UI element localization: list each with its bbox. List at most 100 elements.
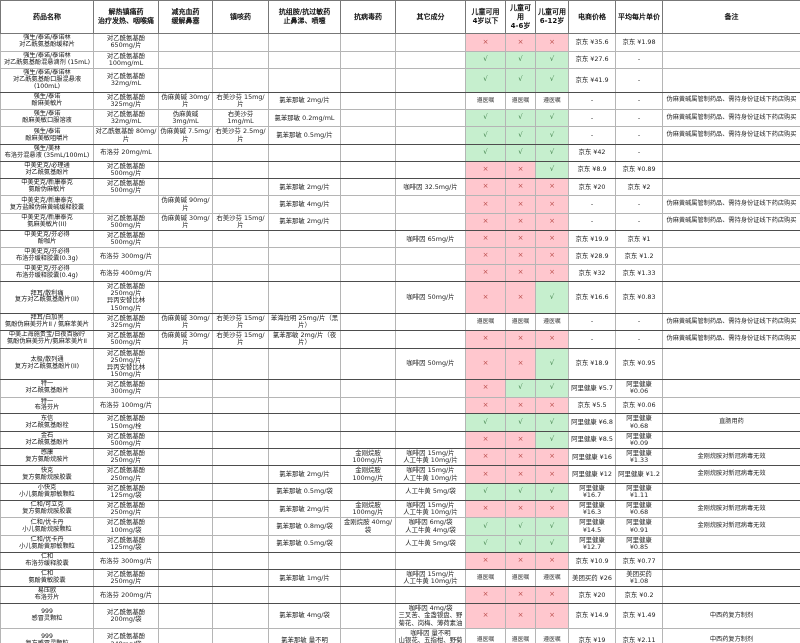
- cell-decongestant[interactable]: [158, 413, 213, 432]
- cell-decongestant[interactable]: 伪麻黄碱 30mg/片: [158, 330, 213, 349]
- cell-note[interactable]: [662, 430, 800, 450]
- cell-price[interactable]: 阿里健康 ¥5.7: [568, 379, 616, 398]
- cell-name[interactable]: 感康 复方氨酚烷胺片: [0, 448, 94, 467]
- cell-age612[interactable]: 遵医嘱: [535, 627, 569, 643]
- cell-others[interactable]: 咖啡因 15mg/片 人工牛黄 10mg/片: [395, 500, 466, 519]
- cell-note[interactable]: [662, 396, 800, 415]
- cell-others[interactable]: 咖啡因 50mg/片: [395, 281, 466, 314]
- cell-price[interactable]: -: [568, 109, 616, 128]
- cell-unit[interactable]: 京东 ¥0.89: [615, 160, 663, 180]
- cell-note[interactable]: [662, 552, 800, 571]
- cell-unit[interactable]: 京东 ¥1.49: [615, 603, 663, 629]
- cell-unit[interactable]: -: [615, 109, 663, 128]
- cell-decongestant[interactable]: [158, 534, 213, 554]
- cell-note[interactable]: [662, 482, 800, 502]
- cell-note[interactable]: 金刚烷胺对新冠病毒无效: [662, 517, 800, 536]
- cell-age46[interactable]: 遵医嘱: [505, 627, 536, 643]
- cell-name[interactable]: 拜耳/散利痛 复方对乙酰氨基酚片(II): [0, 281, 94, 314]
- cell-others[interactable]: 咖啡因 4mg/袋 三叉苦、金盏银盘、野菊花、岗梅、薄荷素油: [395, 603, 466, 629]
- cell-others[interactable]: 咖啡因 15mg/片 人工牛黄 10mg/片: [395, 569, 466, 588]
- cell-antitussive[interactable]: [212, 448, 269, 467]
- cell-antipyretic[interactable]: 对乙酰氨基酚 100mg/袋: [93, 517, 159, 536]
- cell-price[interactable]: 阿里健康 ¥12.7: [568, 534, 616, 554]
- cell-note[interactable]: 伪麻黄碱属管制药品、需持身份证线下药店购买: [662, 312, 800, 332]
- cell-under4[interactable]: ×: [465, 230, 506, 249]
- cell-antipyretic[interactable]: 对乙酰氨基酚 500mg/片: [93, 330, 159, 349]
- cell-unit[interactable]: 阿里健康 ¥0.85: [615, 534, 663, 554]
- cell-name[interactable]: 仁和/优卡丹 小儿氨酚烷胺颗粒: [0, 517, 94, 536]
- cell-antihistamine[interactable]: 氯苯那敏 0.5mg/片: [268, 126, 341, 145]
- cell-note[interactable]: [662, 586, 800, 605]
- cell-antitussive[interactable]: [212, 396, 269, 415]
- cell-others[interactable]: [395, 552, 466, 571]
- cell-antitussive[interactable]: [212, 379, 269, 398]
- cell-age46[interactable]: ×: [505, 195, 536, 214]
- cell-antiviral[interactable]: 金刚烷胺 100mg/片: [340, 448, 396, 467]
- cell-age46[interactable]: ×: [505, 448, 536, 467]
- cell-note[interactable]: 伪麻黄碱属管制药品、需持身份证线下药店购买: [662, 91, 800, 111]
- cell-note[interactable]: 直肠用药: [662, 413, 800, 432]
- cell-antitussive[interactable]: 右美沙芬 15mg/片: [212, 312, 269, 332]
- cell-unit[interactable]: -: [615, 91, 663, 111]
- cell-antitussive[interactable]: [212, 264, 269, 283]
- cell-under4[interactable]: ×: [465, 347, 506, 381]
- cell-unit[interactable]: -: [615, 312, 663, 332]
- cell-antitussive[interactable]: 右美沙芬 15mg/片: [212, 330, 269, 349]
- cell-age612[interactable]: √: [535, 534, 569, 554]
- cell-others[interactable]: [395, 586, 466, 605]
- cell-age46[interactable]: ×: [505, 330, 536, 349]
- cell-antihistamine[interactable]: 苯海拉明 25mg/片（黑片）: [268, 312, 341, 332]
- cell-antihistamine[interactable]: [268, 379, 341, 398]
- cell-age46[interactable]: √: [505, 109, 536, 128]
- cell-under4[interactable]: √: [465, 413, 506, 432]
- cell-antipyretic[interactable]: 对乙酰氨基酚 500mg/片: [93, 160, 159, 180]
- cell-others[interactable]: 咖啡因 量不明 山银花、五指柑、野菊花、三叉苦、岗梅: [395, 627, 466, 643]
- cell-under4[interactable]: ×: [465, 603, 506, 629]
- cell-antihistamine[interactable]: [268, 143, 341, 162]
- cell-unit[interactable]: 京东 ¥0.83: [615, 281, 663, 314]
- cell-age612[interactable]: √: [535, 347, 569, 381]
- cell-antipyretic[interactable]: 对乙酰氨基酚 500mg/片: [93, 230, 159, 249]
- cell-age46[interactable]: √: [505, 67, 536, 93]
- cell-age46[interactable]: ×: [505, 264, 536, 283]
- cell-name[interactable]: 中美史克/芬必得 布洛芬缓释胶囊(0.3g): [0, 247, 94, 266]
- cell-under4[interactable]: √: [465, 50, 506, 69]
- cell-note[interactable]: [662, 67, 800, 93]
- cell-antihistamine[interactable]: [268, 264, 341, 283]
- cell-note[interactable]: [662, 143, 800, 162]
- cell-under4[interactable]: ×: [465, 430, 506, 450]
- cell-antihistamine[interactable]: [268, 33, 341, 52]
- cell-unit[interactable]: 京东 ¥1: [615, 230, 663, 249]
- cell-antiviral[interactable]: 金刚烷胺 40mg/袋: [340, 517, 396, 536]
- cell-under4[interactable]: ×: [465, 195, 506, 214]
- cell-decongestant[interactable]: 伪麻黄碱 3mg/mL: [158, 109, 213, 128]
- cell-under4[interactable]: 遵医嘱: [465, 627, 506, 643]
- cell-name[interactable]: 999 感冒灵颗粒: [0, 603, 94, 629]
- cell-antihistamine[interactable]: [268, 230, 341, 249]
- cell-under4[interactable]: √: [465, 67, 506, 93]
- cell-antipyretic[interactable]: 对乙酰氨基酚 650mg/片: [93, 33, 159, 52]
- cell-price[interactable]: 京东 ¥16.6: [568, 281, 616, 314]
- cell-note[interactable]: 伪麻黄碱属管制药品、需持身份证线下药店购买: [662, 212, 800, 232]
- cell-price[interactable]: 阿里健康 ¥14.5: [568, 517, 616, 536]
- cell-antiviral[interactable]: 金刚烷胺 100mg/片: [340, 465, 396, 484]
- cell-name[interactable]: 仁和 布洛芬缓释胶囊: [0, 552, 94, 571]
- cell-antipyretic[interactable]: 布洛芬 100mg/片: [93, 396, 159, 415]
- cell-age46[interactable]: √: [505, 50, 536, 69]
- cell-price[interactable]: 京东 ¥20: [568, 586, 616, 605]
- cell-age46[interactable]: ×: [505, 603, 536, 629]
- cell-age46[interactable]: ×: [505, 281, 536, 314]
- cell-others[interactable]: [395, 91, 466, 111]
- cell-decongestant[interactable]: [158, 177, 213, 197]
- cell-antipyretic[interactable]: 对乙酰氨基酚 250mg/片 异丙安替比林 150mg/片: [93, 347, 159, 381]
- cell-others[interactable]: [395, 50, 466, 69]
- cell-antiviral[interactable]: [340, 330, 396, 349]
- cell-antiviral[interactable]: [340, 143, 396, 162]
- cell-age612[interactable]: 遵医嘱: [535, 569, 569, 588]
- cell-age46[interactable]: ×: [505, 430, 536, 450]
- cell-antitussive[interactable]: [212, 627, 269, 643]
- cell-price[interactable]: 京东 ¥32: [568, 264, 616, 283]
- cell-name[interactable]: 东信 对乙酰氨基酚栓: [0, 413, 94, 432]
- cell-others[interactable]: 咖啡因 50mg/片: [395, 347, 466, 381]
- cell-decongestant[interactable]: [158, 552, 213, 571]
